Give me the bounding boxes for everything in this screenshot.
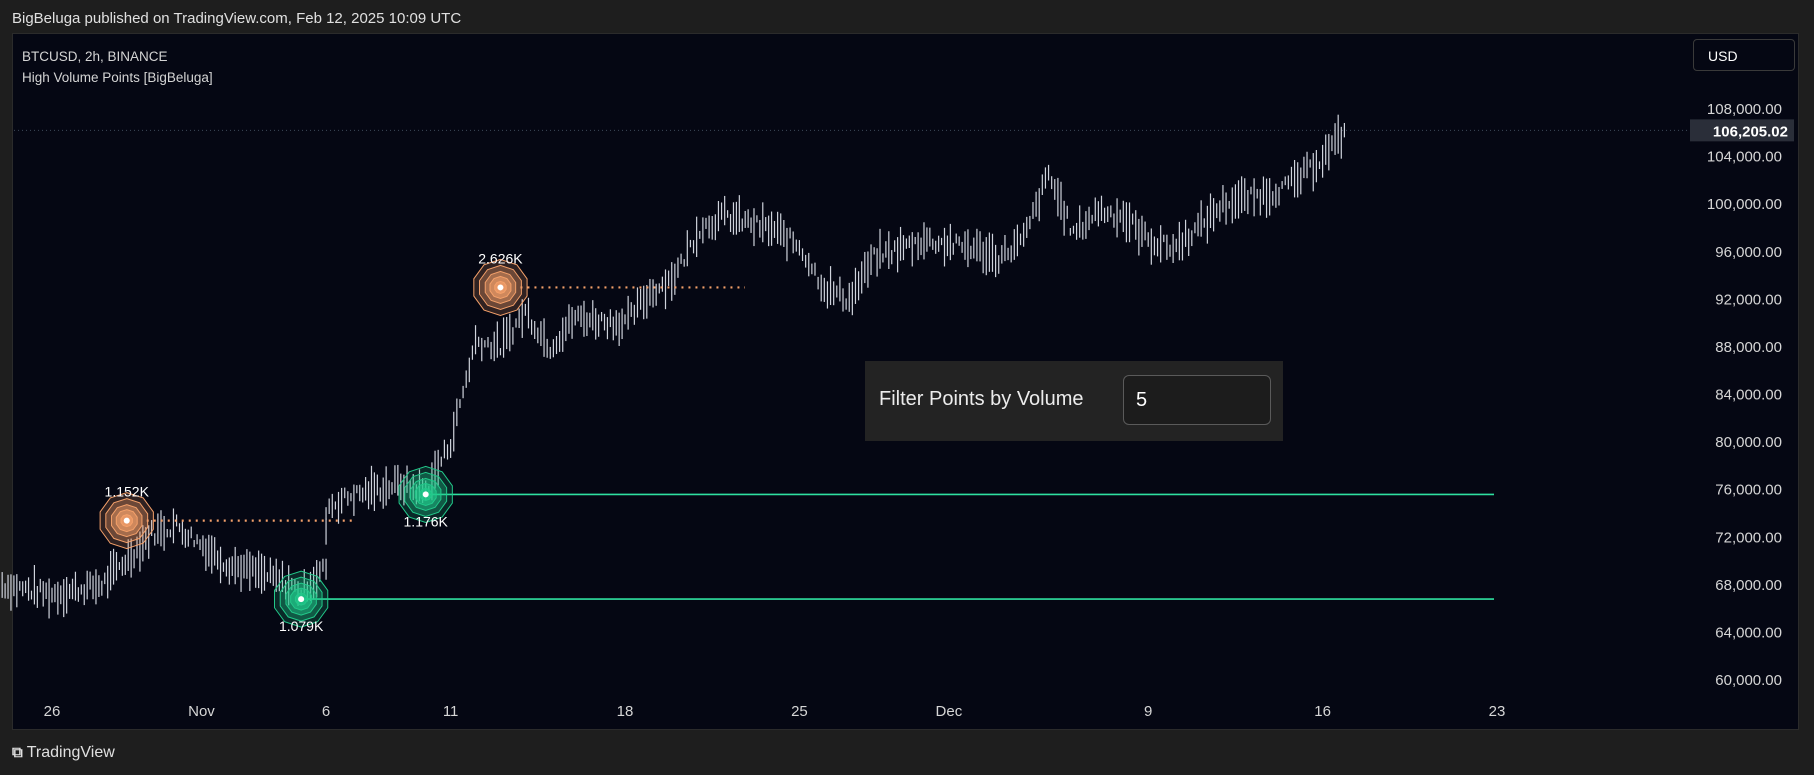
x-tick-label: 25 bbox=[791, 703, 808, 720]
x-tick-label: 6 bbox=[322, 703, 330, 720]
y-tick-label: 88,000.00 bbox=[1715, 339, 1782, 356]
y-tick-label: 60,000.00 bbox=[1715, 672, 1782, 689]
symbol-title[interactable]: BTCUSD, 2h, BINANCE bbox=[22, 49, 168, 64]
brand-label: TradingView bbox=[26, 744, 115, 761]
y-tick-label: 64,000.00 bbox=[1715, 624, 1782, 641]
y-tick-label: 72,000.00 bbox=[1715, 529, 1782, 546]
last-price-badge bbox=[1690, 119, 1794, 142]
y-tick-label: 92,000.00 bbox=[1715, 291, 1782, 308]
chart-legend: BTCUSD, 2h, BINANCE High Volume Points [… bbox=[22, 46, 213, 88]
y-tick-label: 104,000.00 bbox=[1707, 149, 1782, 166]
filter-volume-input[interactable]: 5 bbox=[1123, 375, 1271, 425]
price-series bbox=[1, 114, 1346, 619]
x-tick-label: 9 bbox=[1144, 703, 1152, 720]
y-tick-label: 68,000.00 bbox=[1715, 577, 1782, 594]
volume-point-center bbox=[497, 284, 504, 291]
volume-point-label: 1.176K bbox=[404, 513, 449, 529]
x-tick-label: Dec bbox=[936, 703, 963, 720]
y-tick-label: 84,000.00 bbox=[1715, 387, 1782, 404]
indicator-title[interactable]: High Volume Points [BigBeluga] bbox=[22, 70, 213, 85]
x-tick-label: 23 bbox=[1489, 703, 1506, 720]
publish-info: BigBeluga published on TradingView.com, … bbox=[12, 10, 462, 27]
publish-header: BigBeluga published on TradingView.com, … bbox=[0, 0, 1814, 38]
currency-button[interactable]: USD bbox=[1693, 39, 1795, 71]
x-tick-label: Nov bbox=[188, 703, 215, 720]
tradingview-icon: ⧉ bbox=[12, 744, 23, 761]
volume-point-center bbox=[422, 491, 429, 498]
y-tick-label: 96,000.00 bbox=[1715, 244, 1782, 261]
x-tick-label: 18 bbox=[617, 703, 634, 720]
tradingview-logo[interactable]: ⧉ TradingView bbox=[12, 744, 115, 762]
last-price-label: 106,205.02 bbox=[1713, 123, 1788, 140]
x-tick-label: 16 bbox=[1314, 703, 1331, 720]
footer-bar: ⧉ TradingView bbox=[0, 732, 1814, 775]
y-tick-label: 108,000.00 bbox=[1707, 101, 1782, 118]
volume-point-label: 1.152K bbox=[105, 484, 150, 500]
x-tick-label: 11 bbox=[443, 703, 459, 720]
filter-panel: Filter Points by Volume 5 bbox=[865, 361, 1283, 441]
volume-point-label: 1.079K bbox=[279, 618, 324, 634]
y-tick-label: 76,000.00 bbox=[1715, 482, 1782, 499]
x-tick-label: 26 bbox=[44, 703, 61, 720]
volume-point-center bbox=[123, 517, 130, 524]
filter-label: Filter Points by Volume bbox=[879, 388, 1084, 410]
volume-point-label: 2.626K bbox=[478, 250, 523, 266]
y-tick-label: 80,000.00 bbox=[1715, 434, 1782, 451]
volume-point-center bbox=[298, 596, 305, 603]
y-tick-label: 100,000.00 bbox=[1707, 196, 1782, 213]
